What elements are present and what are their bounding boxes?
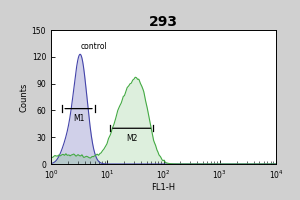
- Text: M1: M1: [73, 114, 84, 123]
- Text: control: control: [80, 42, 107, 51]
- Title: 293: 293: [149, 15, 178, 29]
- Y-axis label: Counts: Counts: [20, 82, 29, 112]
- Text: M2: M2: [126, 134, 137, 143]
- X-axis label: FL1-H: FL1-H: [152, 183, 176, 192]
